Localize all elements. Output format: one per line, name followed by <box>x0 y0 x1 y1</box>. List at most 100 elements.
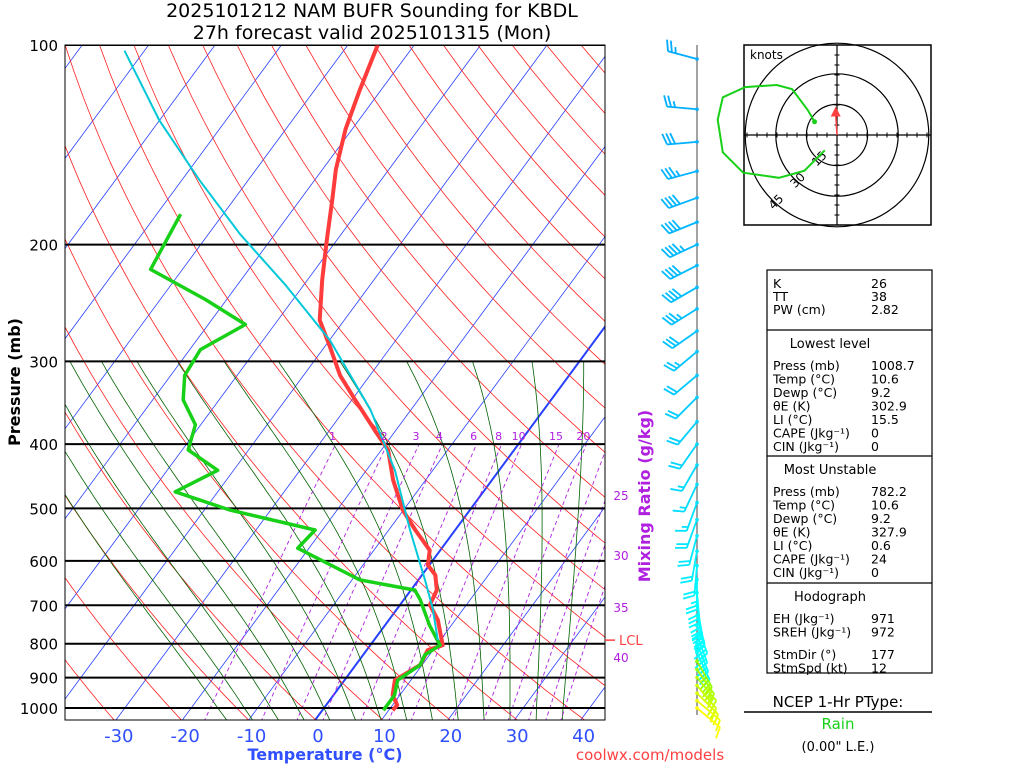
barb-feather <box>668 290 679 300</box>
barb-feather <box>683 590 695 596</box>
barb-staff <box>667 140 698 146</box>
barb-staff <box>673 350 698 372</box>
pressure-tick-label: 700 <box>29 597 58 615</box>
most-unstable-row-label: CAPE (Jkg⁻¹) <box>773 552 850 567</box>
barb-station-dot <box>695 683 699 688</box>
hodograph-indices-row-label: SREH (Jkg⁻¹) <box>773 625 851 640</box>
moist-adiabat-line <box>531 361 543 720</box>
barb-feather <box>690 626 702 634</box>
hodograph-trace <box>716 83 826 179</box>
lowest-level-row-label: LI (°C) <box>773 412 812 427</box>
barb-staff <box>696 677 717 702</box>
wind-barb <box>661 285 699 304</box>
barb-station-dot <box>695 641 699 646</box>
profiles <box>123 45 445 712</box>
barb-staff <box>670 286 698 304</box>
wind-barb <box>660 242 699 259</box>
barb-feather <box>664 246 675 257</box>
lcl-label: LCL <box>619 634 643 649</box>
barb-station-dot <box>695 220 699 224</box>
index-k-value: 26 <box>871 276 887 291</box>
lowest-level-row-label: Dewp (°C) <box>773 385 837 400</box>
moist-adiabat-line <box>136 361 356 720</box>
barb-station-dot <box>695 613 699 618</box>
barb-feather <box>669 40 673 53</box>
chart-title: 2025101212 NAM BUFR Sounding for KBDL <box>166 0 578 22</box>
moist-adiabat-line <box>65 403 279 720</box>
barb-feather <box>661 133 668 145</box>
hodograph-start-dot <box>812 119 818 125</box>
ptype-amount: (0.00" L.E.) <box>802 740 875 755</box>
wind-barbs <box>660 39 721 739</box>
mixing-ratio-line <box>322 444 443 720</box>
isotherm-line <box>65 45 216 250</box>
mixing-ratio-line <box>507 450 605 720</box>
barb-staff <box>696 615 706 645</box>
dry-adiabat-line <box>65 144 518 720</box>
barb-half-feather <box>690 600 698 605</box>
hodograph-units: knots <box>750 48 783 62</box>
barb-staff <box>690 550 698 581</box>
barb-feather <box>671 264 682 275</box>
wind-barb <box>675 517 699 549</box>
moist-adiabat-line <box>277 361 433 720</box>
barb-feather <box>665 338 677 347</box>
mixing-ratio-line <box>388 444 503 720</box>
pressure-tick-label: 100 <box>29 37 58 55</box>
barb-staff <box>696 652 711 681</box>
most-unstable-row-label: θE (K) <box>773 525 810 540</box>
barb-station-dot <box>695 691 699 696</box>
barb-feather <box>694 643 706 652</box>
lowest-level-heading: Lowest level <box>790 337 871 352</box>
barb-feather <box>670 461 683 467</box>
isotherm-line <box>381 416 605 720</box>
barb-station-dot <box>695 667 699 672</box>
barb-staff <box>671 308 698 326</box>
most-unstable-row-value: 0 <box>871 565 879 580</box>
barb-feather <box>666 385 678 393</box>
lowest-level-row-label: Temp (°C) <box>772 372 835 387</box>
moist-adiabat-line <box>223 361 408 720</box>
hodograph-indices-row-value: 12 <box>871 661 887 676</box>
barb-half-feather <box>679 506 687 509</box>
barb-staff <box>667 50 698 60</box>
barb-station-dot <box>695 698 699 703</box>
storm-motion-arrowhead <box>830 106 841 117</box>
barb-staff <box>685 519 698 549</box>
barb-staff <box>668 196 698 209</box>
mixing-ratio-line <box>410 444 523 720</box>
barb-staff <box>667 170 698 180</box>
barb-feather <box>665 314 676 324</box>
barb-staff <box>696 684 717 710</box>
barb-feather <box>669 132 676 145</box>
barb-feather <box>668 166 677 178</box>
temperature-tick-label: 20 <box>439 726 462 747</box>
barb-staff <box>677 421 698 446</box>
barb-feather <box>677 563 690 567</box>
barb-feather <box>667 409 679 417</box>
dry-adiabat-line <box>65 237 451 720</box>
mixing-ratio-line <box>204 444 337 720</box>
barb-station-dot <box>695 577 699 582</box>
barb-staff <box>679 443 698 470</box>
isotherm-line <box>65 45 349 430</box>
barb-feather <box>702 687 711 698</box>
barb-feather <box>663 388 675 396</box>
dry-adiabat-line <box>65 45 586 720</box>
isotherm-line <box>248 235 605 720</box>
lowest-level-row-value: 0 <box>871 439 879 454</box>
moist-adiabat-line <box>101 361 331 720</box>
lowest-level-row-value: 9.2 <box>871 385 891 400</box>
most-unstable-row-value: 327.9 <box>871 525 907 540</box>
barb-station-dot <box>695 107 699 112</box>
wind-barb <box>666 419 699 446</box>
chart-subtitle: 27h forecast valid 2025101315 (Mon) <box>193 22 552 44</box>
barb-staff <box>688 535 698 566</box>
wind-barb <box>668 442 699 470</box>
barb-feather <box>661 270 671 280</box>
dry-adiabat-line <box>339 45 605 365</box>
barb-station-dot <box>695 373 699 378</box>
most-unstable-heading: Most Unstable <box>784 463 877 478</box>
barb-feather <box>664 412 677 420</box>
